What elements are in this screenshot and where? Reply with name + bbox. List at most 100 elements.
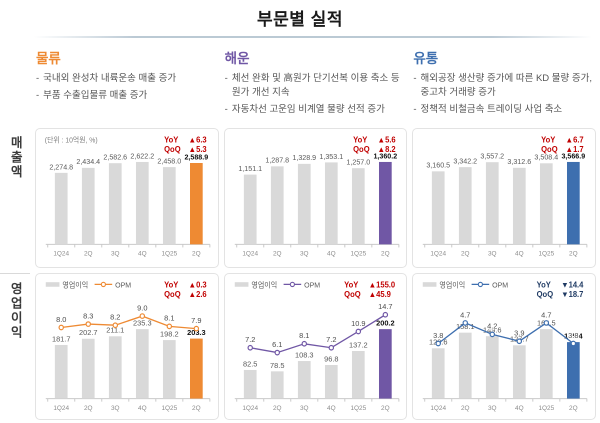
svg-text:QoQ: QoQ xyxy=(353,145,369,154)
section-title: 물류 xyxy=(36,51,61,66)
svg-text:82.5: 82.5 xyxy=(243,359,257,368)
svg-text:200.2: 200.2 xyxy=(376,318,395,327)
svg-text:2Q: 2Q xyxy=(569,405,578,412)
svg-text:8.0: 8.0 xyxy=(56,315,66,324)
svg-text:2Q: 2Q xyxy=(461,405,470,412)
svg-text:3.8: 3.8 xyxy=(569,331,579,340)
svg-text:78.5: 78.5 xyxy=(270,361,284,370)
chart-distribution-revenue: 3,160.5 1Q24 3,342.2 2Q 3,557.2 3Q 3,312.6 4Q 3,… xyxy=(412,128,597,268)
svg-text:1Q25: 1Q25 xyxy=(350,251,366,258)
chart-logistics-revenue: 2,274.8 1Q24 2,434.4 2Q 2,582.6 3Q 2,622.2 4Q 2,… xyxy=(35,128,219,268)
svg-text:96.8: 96.8 xyxy=(324,354,338,363)
left-gutter: 매출액 xyxy=(0,128,30,268)
revenue-row: 매출액 2,274.8 1Q24 2,434.4 2Q 2,582.6 3Q 2,622.2… xyxy=(0,128,600,268)
svg-text:2Q: 2Q xyxy=(273,405,282,412)
bullet-item: 부품 수출입물류 매출 증가 xyxy=(36,89,219,103)
svg-text:4Q: 4Q xyxy=(138,251,147,258)
svg-text:7.2: 7.2 xyxy=(245,335,255,344)
svg-text:YoY: YoY xyxy=(344,280,359,289)
left-gutter: 영업이익 xyxy=(0,273,30,420)
svg-text:4Q: 4Q xyxy=(327,251,336,258)
svg-text:2,582.6: 2,582.6 xyxy=(103,152,127,161)
svg-text:4.7: 4.7 xyxy=(542,310,552,319)
svg-text:1,328.9: 1,328.9 xyxy=(292,153,316,162)
svg-text:YoY: YoY xyxy=(164,280,179,289)
bullet-item: 해외공장 생산량 증가에 따른 KD 물량 증가, 중고차 거래량 증가 xyxy=(413,72,596,100)
svg-text:영업이익: 영업이익 xyxy=(251,280,277,289)
svg-text:1Q24: 1Q24 xyxy=(431,405,447,412)
svg-text:QoQ: QoQ xyxy=(541,145,557,154)
svg-text:1Q25: 1Q25 xyxy=(350,405,366,412)
row-label-operating-profit: 영업이익 xyxy=(8,282,23,340)
svg-text:135.4: 135.4 xyxy=(564,331,583,340)
svg-text:3,342.2: 3,342.2 xyxy=(454,156,478,165)
section-title: 유통 xyxy=(413,51,439,66)
svg-text:1Q24: 1Q24 xyxy=(53,251,69,258)
svg-text:3Q: 3Q xyxy=(300,251,309,258)
bullet-item: 국내외 완성차 내륙운송 매출 증가 xyxy=(36,72,219,86)
svg-text:2,622.2: 2,622.2 xyxy=(130,151,154,160)
svg-text:158.1: 158.1 xyxy=(456,322,475,331)
svg-text:4.2: 4.2 xyxy=(487,322,497,331)
page-title: 부문별 실적 xyxy=(257,10,343,29)
svg-text:2Q: 2Q xyxy=(84,405,93,412)
svg-text:2Q: 2Q xyxy=(192,405,201,412)
svg-text:1Q25: 1Q25 xyxy=(161,251,177,258)
svg-text:QoQ: QoQ xyxy=(537,290,553,299)
svg-text:3Q: 3Q xyxy=(488,251,497,258)
svg-text:▲5.3: ▲5.3 xyxy=(189,145,208,154)
svg-text:3Q: 3Q xyxy=(488,405,497,412)
svg-text:OPM: OPM xyxy=(304,280,320,289)
svg-text:3Q: 3Q xyxy=(111,251,120,258)
chart-logistics-operating-profit: 181.7 1Q24 202.7 2Q 211.1 3Q 235.3 4Q 198.2 1Q25 2… xyxy=(35,273,219,420)
bullet-item: 정책적 비철금속 트레이딩 사업 축소 xyxy=(413,103,596,117)
svg-text:QoQ: QoQ xyxy=(164,290,180,299)
svg-text:YoY: YoY xyxy=(541,135,556,144)
svg-text:1,287.8: 1,287.8 xyxy=(265,156,289,165)
svg-text:▼18.7: ▼18.7 xyxy=(561,290,583,299)
svg-text:(단위 : 10억원, %): (단위 : 10억원, %) xyxy=(45,135,98,144)
svg-text:2,434.4: 2,434.4 xyxy=(76,157,100,166)
svg-text:4Q: 4Q xyxy=(515,251,524,258)
left-gutter xyxy=(0,47,30,122)
svg-text:YoY: YoY xyxy=(537,280,552,289)
svg-text:3,566.9: 3,566.9 xyxy=(562,151,586,160)
svg-text:14.7: 14.7 xyxy=(378,302,392,311)
svg-text:QoQ: QoQ xyxy=(344,290,360,299)
chart-grid: 매출액 2,274.8 1Q24 2,434.4 2Q 2,582.6 3Q 2,622.2… xyxy=(0,128,600,420)
svg-text:198.2: 198.2 xyxy=(160,329,179,338)
svg-text:1Q24: 1Q24 xyxy=(53,405,69,412)
svg-text:1Q25: 1Q25 xyxy=(539,251,555,258)
bullet-text: 부품 수출입물류 매출 증가 xyxy=(43,89,148,101)
chart-shipping-operating-profit: 82.5 1Q24 78.5 2Q 108.3 3Q 96.8 4Q 137.2 1Q25 200.… xyxy=(223,273,408,420)
bullet-item: 체선 완화 및 高원가 단기선복 이용 축소 등 원가 개선 지속 xyxy=(225,72,408,100)
row-label-revenue: 매출액 xyxy=(8,136,23,180)
bullet-text: 자동차선 고운임 비계열 물량 선적 증가 xyxy=(231,103,385,115)
svg-text:2Q: 2Q xyxy=(381,405,390,412)
svg-text:4Q: 4Q xyxy=(515,405,524,412)
svg-text:9.0: 9.0 xyxy=(137,303,147,312)
svg-text:OPM: OPM xyxy=(492,280,508,289)
section-shipping: 해운 체선 완화 및 高원가 단기선복 이용 축소 등 원가 개선 지속 자동차… xyxy=(225,47,408,122)
svg-text:1,257.0: 1,257.0 xyxy=(346,157,370,166)
svg-text:1Q24: 1Q24 xyxy=(242,251,258,258)
svg-text:202.7: 202.7 xyxy=(79,328,98,337)
chart-shipping-revenue: 1,151.1 1Q24 1,287.8 2Q 1,328.9 3Q 1,353.1 4Q 1,… xyxy=(223,128,408,268)
svg-text:▲8.2: ▲8.2 xyxy=(377,145,396,154)
bar-line-chart-distribution-profit: 120.61Q24158.12Q149.63Q127.74Q166.51Q251… xyxy=(423,280,588,412)
svg-text:2Q: 2Q xyxy=(84,251,93,258)
bar-chart-distribution-revenue: 3,160.5 1Q24 3,342.2 2Q 3,557.2 3Q 3,312.6 4Q 3,… xyxy=(423,135,588,258)
svg-text:203.3: 203.3 xyxy=(187,328,206,337)
bullet-item: 자동차선 고운임 비계열 물량 선적 증가 xyxy=(225,103,408,117)
svg-text:▲45.9: ▲45.9 xyxy=(368,290,391,299)
svg-text:235.3: 235.3 xyxy=(133,318,152,327)
svg-text:10.9: 10.9 xyxy=(351,319,365,328)
svg-text:4Q: 4Q xyxy=(327,405,336,412)
svg-text:▼14.4: ▼14.4 xyxy=(561,280,584,289)
svg-text:3Q: 3Q xyxy=(300,405,309,412)
svg-text:3,508.4: 3,508.4 xyxy=(535,153,559,162)
svg-text:▲6.3: ▲6.3 xyxy=(189,135,208,144)
bar-line-chart-logistics-profit: 181.7 1Q24 202.7 2Q 211.1 3Q 235.3 4Q 198.2 1Q25 2… xyxy=(45,280,211,412)
svg-text:2Q: 2Q xyxy=(273,251,282,258)
svg-text:2Q: 2Q xyxy=(569,251,578,258)
